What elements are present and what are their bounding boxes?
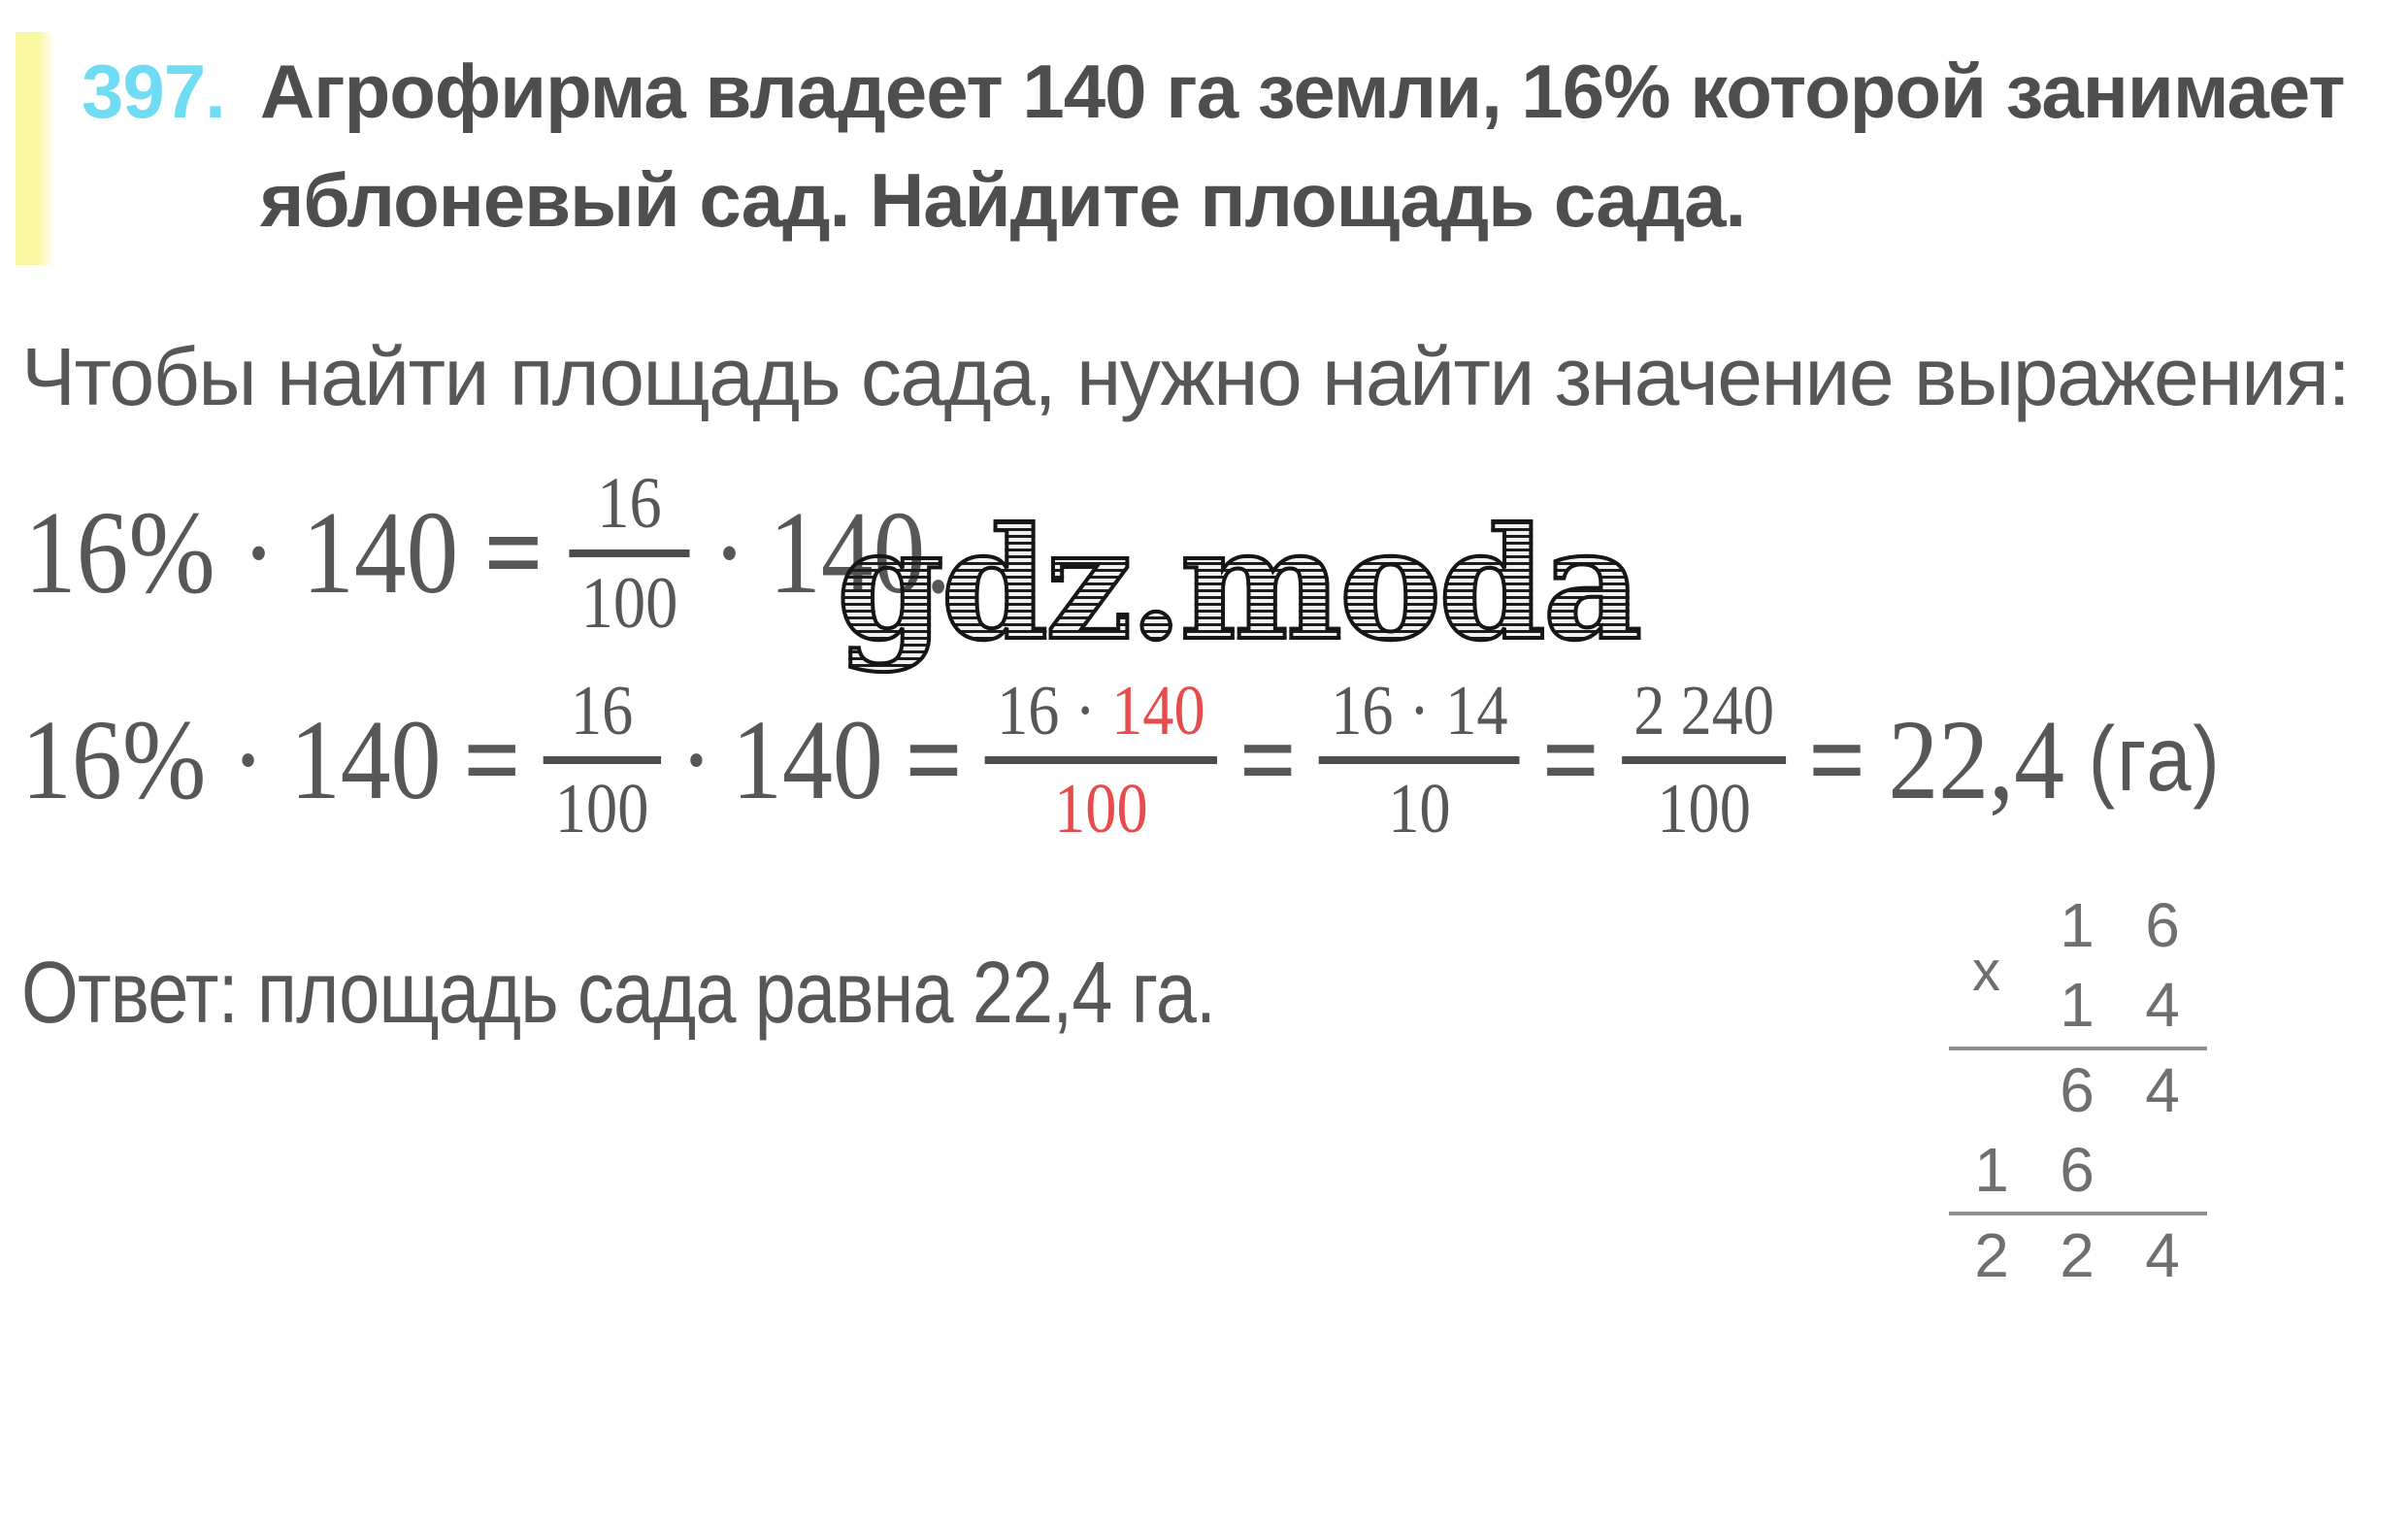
digit-cell — [2120, 1130, 2205, 1210]
fraction-16-100: 16 100 — [543, 671, 661, 848]
problem-text-line1: Агрофирма владеет 140 га земли, 16% кото… — [259, 49, 2346, 134]
digit-cell: 6 — [2145, 890, 2180, 960]
digit-cell: 2 — [2060, 1220, 2095, 1290]
digit-cell: 2 — [1974, 1220, 2009, 1290]
fraction-2240-100: 2 240 100 — [1621, 671, 1787, 848]
fraction-numerator: 16 — [597, 463, 662, 544]
numerator-gray-part: 16 · — [997, 671, 1112, 749]
equals-sign: = — [1238, 695, 1298, 823]
fraction-numerator: 2 240 — [1633, 671, 1775, 749]
fraction-denominator: 100 — [1657, 768, 1751, 848]
fraction-numerator: 16 · 140 — [985, 674, 1217, 748]
digit-cell: 6 — [2060, 1135, 2095, 1205]
digit-cell: 1 — [1974, 1135, 2009, 1205]
problem-header: 397. Агрофирма владеет 140 га земли, 16%… — [82, 37, 2346, 254]
formula2-multiplier: 140 — [732, 695, 883, 823]
problem-number: 397. — [82, 49, 226, 134]
mult-row-partial1: 6 4 — [1949, 1050, 2207, 1130]
problem-text-line2: яблоневый сад. Найдите площадь сада. — [259, 157, 1746, 243]
fraction-bar — [569, 549, 690, 558]
digit-cell: 6 — [2060, 1055, 2095, 1125]
mult-row-multiplicand: 1 6 — [1949, 885, 2207, 965]
equals-sign: = — [483, 487, 544, 619]
fraction-bar — [984, 755, 1217, 764]
digit-cell: 4 — [2145, 970, 2180, 1040]
fraction-denominator-red: 100 — [1054, 768, 1148, 848]
fraction-16x140-100: 16 · 140 100 — [984, 674, 1217, 848]
multiplication-sign: x — [1972, 940, 2000, 1003]
formula2-unit: (га) — [2088, 708, 2222, 811]
formula1-rhs: 140. — [769, 485, 951, 621]
digit-cell: 4 — [2145, 1220, 2180, 1290]
mult-row-partial2: 1 6 — [1949, 1130, 2207, 1210]
fraction-denominator: 100 — [580, 563, 678, 645]
gdz-moda-watermark: gdz.moda — [835, 495, 1644, 675]
formula2-lhs: 16% · 140 — [21, 695, 442, 823]
mult-row-multiplier: 1 4 — [1949, 965, 2207, 1045]
solution-intro-text: Чтобы найти площадь сада, нужно найти зн… — [21, 331, 2351, 422]
numerator-red-part: 140 — [1111, 671, 1205, 749]
fraction-bar — [1318, 755, 1520, 764]
equals-sign: = — [1808, 695, 1866, 823]
fraction-denominator: 10 — [1388, 768, 1451, 848]
fraction-bar — [1621, 755, 1787, 764]
equals-sign: = — [905, 695, 963, 823]
multiply-dot: · — [711, 487, 747, 619]
mult-rule-line — [1949, 1047, 2207, 1050]
digit-cell: 1 — [2060, 970, 2095, 1040]
digit-cell: 1 — [2060, 890, 2095, 960]
digit-cell — [1949, 1050, 2034, 1130]
fraction-16-100: 16 100 — [569, 463, 690, 645]
digit-cell: 4 — [2145, 1055, 2180, 1125]
formula-line-1: 16% · 140 = 16 100 · 140. — [24, 466, 951, 641]
formula-line-2: 16% · 140 = 16 100 · 140 = 16 · 140 100 … — [21, 671, 2222, 848]
long-multiplication: x 1 6 1 4 6 4 1 6 2 2 4 — [1949, 885, 2207, 1295]
multiply-dot: · — [679, 695, 713, 823]
fraction-denominator: 100 — [554, 768, 649, 848]
mult-row-product: 2 2 4 — [1949, 1215, 2207, 1295]
fraction-16x14-10: 16 · 14 10 — [1318, 671, 1520, 848]
mult-rule-line — [1949, 1212, 2207, 1215]
fraction-numerator: 16 — [570, 671, 634, 749]
fraction-numerator: 16 · 14 — [1331, 671, 1508, 749]
formula1-lhs: 16% · 140 — [24, 487, 459, 619]
problem-highlight-bar — [16, 32, 54, 265]
equals-sign: = — [1541, 695, 1600, 823]
problem-text: Агрофирма владеет 140 га земли, 16% кото… — [259, 37, 2346, 254]
formula2-result: 22,4 — [1888, 695, 2065, 823]
fraction-bar — [543, 755, 661, 764]
equals-sign: = — [463, 695, 521, 823]
answer-text: Ответ: площадь сада равна 22,4 га. — [21, 945, 1216, 1042]
